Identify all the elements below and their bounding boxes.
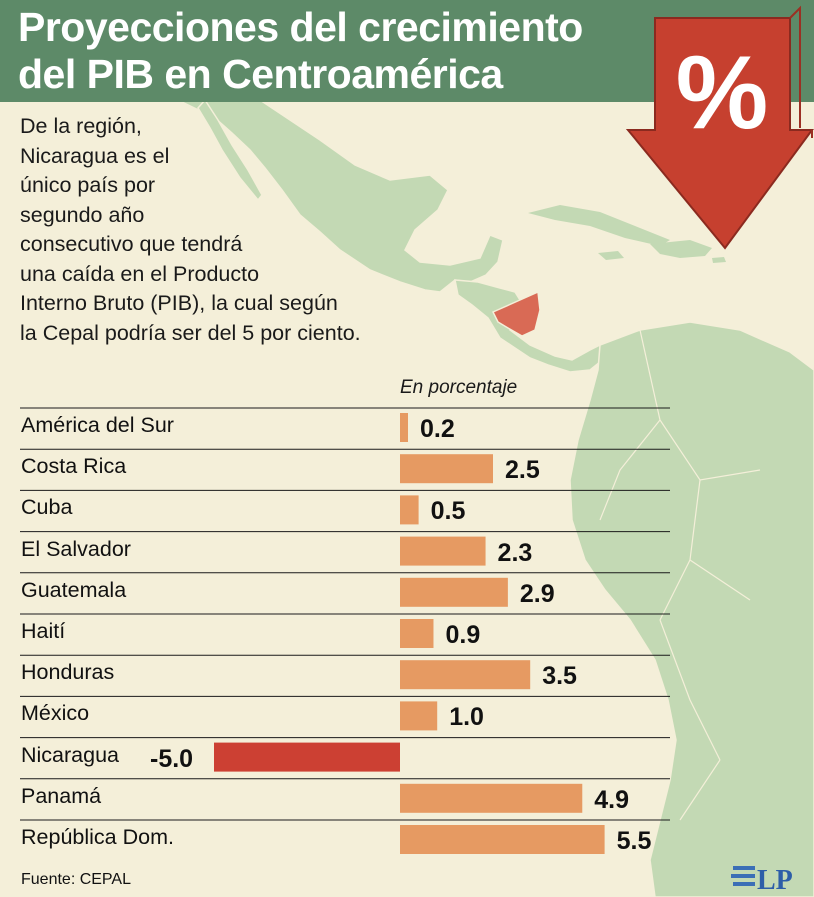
category-label: Guatemala <box>21 577 127 602</box>
value-label: 2.9 <box>519 579 555 608</box>
bar-am-rica-del-sur <box>400 413 408 442</box>
bar-panam- <box>400 783 583 813</box>
bar-honduras <box>400 660 531 690</box>
value-label: 3.5 <box>542 662 577 691</box>
intro-line: una caída en el Producto <box>20 261 260 286</box>
value-label: 2.3 <box>497 538 533 567</box>
hispaniola-land <box>650 240 712 258</box>
bar-cuba <box>400 495 419 525</box>
south-america-land <box>569 321 814 897</box>
title-line-2: del PIB en Centroamérica <box>18 51 503 97</box>
value-label: 1.0 <box>449 703 484 732</box>
page-title: Proyecciones del crecimiento del PIB en … <box>18 4 638 98</box>
intro-line: De la región, <box>20 114 142 138</box>
category-label: América del Sur <box>21 413 174 437</box>
category-label: Cuba <box>21 495 73 520</box>
bar-chart <box>20 407 670 854</box>
value-label: 4.9 <box>594 785 630 814</box>
value-label: 5.5 <box>616 827 652 855</box>
category-label: Panamá <box>21 783 102 808</box>
intro-line: único país por <box>20 173 156 197</box>
lp-logo: LP <box>731 865 793 896</box>
value-label: 0.5 <box>430 497 466 526</box>
country-borders <box>599 329 761 821</box>
source-note: Fuente: CEPAL <box>21 871 131 888</box>
mexico-land <box>177 99 504 293</box>
bar-hait- <box>400 619 434 648</box>
category-label: El Salvador <box>21 536 131 561</box>
down-arrow-icon: % <box>625 5 814 250</box>
value-label: 0.9 <box>445 621 481 649</box>
jamaica-land <box>598 251 624 260</box>
value-label: 0.2 <box>420 415 455 443</box>
category-label: Costa Rica <box>21 454 127 479</box>
baja-california-land <box>197 98 263 202</box>
intro-line: la Cepal podría ser del 5 por ciento. <box>20 320 361 345</box>
bar-guatemala <box>400 577 508 607</box>
intro-line: consecutivo que tendrá <box>20 232 243 256</box>
bar-nicaragua <box>214 742 400 772</box>
central-america-map <box>177 98 814 897</box>
intro-line: Interno Bruto (PIB), la cual según <box>20 291 338 315</box>
bar-el-salvador <box>400 536 486 566</box>
bar-costa-rica <box>400 454 493 484</box>
value-label: -5.0 <box>150 744 194 773</box>
intro-line: Nicaragua es el <box>20 143 170 168</box>
nicaragua-highlight <box>491 290 541 337</box>
puerto-rico-land <box>712 257 726 263</box>
category-label: República Dom. <box>21 825 174 849</box>
intro-text: De la región, Nicaragua es el único país… <box>20 112 420 348</box>
bar-rep-blica-dom- <box>400 825 605 854</box>
cuba-land <box>528 205 670 246</box>
title-line-1: Proyecciones del crecimiento <box>18 4 583 50</box>
unit-label: En porcentaje <box>400 377 518 398</box>
value-label: 2.5 <box>505 456 540 485</box>
category-label: Honduras <box>21 660 115 685</box>
percent-symbol: % <box>676 35 768 151</box>
category-label: Nicaragua <box>21 742 119 767</box>
intro-line: segundo año <box>20 202 145 227</box>
category-label: Haití <box>21 619 66 643</box>
logo-text: LP <box>757 865 793 896</box>
category-label: México <box>21 701 90 726</box>
bar-m-xico <box>400 701 438 731</box>
